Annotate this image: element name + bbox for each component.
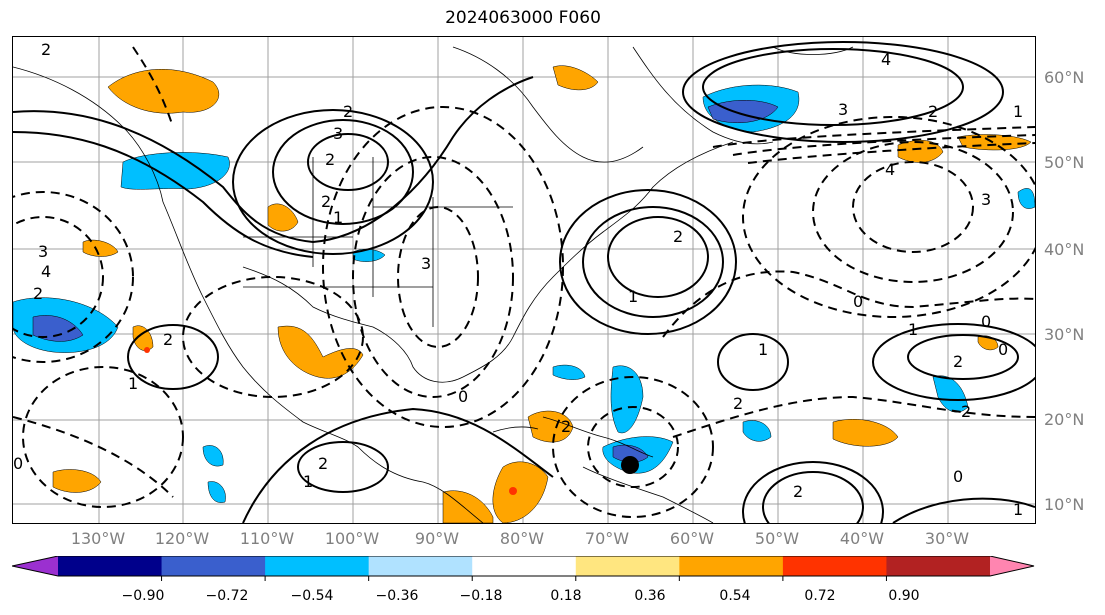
lon-label: 100°W xyxy=(324,529,380,548)
colorbar-extend-high xyxy=(990,556,1034,576)
lat-label: 40°N xyxy=(1044,240,1085,259)
colorbar-tick-label: 0.72 xyxy=(804,588,836,604)
colorbar-tick-label: 0.90 xyxy=(888,588,920,604)
lat-label: 60°N xyxy=(1044,68,1085,87)
colorbar-segment xyxy=(782,556,887,576)
contour-label: 4 xyxy=(881,50,891,69)
contour-label: 1 xyxy=(758,340,768,359)
lon-label: 70°W xyxy=(584,529,630,548)
colorbar-segment xyxy=(368,556,473,576)
contour-label: 0 xyxy=(998,340,1008,359)
colorbar-tick-label: 0.36 xyxy=(634,588,666,604)
lon-label: 60°W xyxy=(669,529,715,548)
contour-label: 0 xyxy=(981,312,991,331)
contour-label: 0 xyxy=(13,454,23,473)
contour-label: 1 xyxy=(333,208,343,227)
colorbar-tick-label: −0.36 xyxy=(375,588,419,604)
colorbar-segments xyxy=(12,556,1034,576)
lon-label: 90°W xyxy=(414,529,460,548)
colorbar-tick-label: −0.72 xyxy=(205,588,249,604)
lon-label: 80°W xyxy=(499,529,545,548)
contour-label: 0 xyxy=(458,387,468,406)
contour-label: 1 xyxy=(908,320,918,339)
colorbar-segment xyxy=(886,556,991,576)
contour-label: 2 xyxy=(325,150,335,169)
contour-label: 2 xyxy=(321,192,331,211)
contour-label: 3 xyxy=(38,242,48,261)
contour-label: 2 xyxy=(673,227,683,246)
coastlines xyxy=(13,46,854,523)
colorbar-segment xyxy=(58,556,163,576)
contour-label: 1 xyxy=(303,472,313,491)
contour-label: 2 xyxy=(33,284,43,303)
colorbar-extend-low xyxy=(12,556,58,576)
lon-label: 30°W xyxy=(924,529,970,548)
contour-label: 2 xyxy=(733,394,743,413)
lat-label: 20°N xyxy=(1044,410,1085,429)
contour-label: 4 xyxy=(41,262,51,281)
colorbar-tick-label: −0.54 xyxy=(290,588,334,604)
contour-label: 1 xyxy=(1013,500,1023,519)
colorbar-segment xyxy=(472,556,577,576)
colorbar-segment xyxy=(679,556,784,576)
contour-label: 2 xyxy=(793,482,803,501)
contour-label: 0 xyxy=(953,467,963,486)
colorbar-segment xyxy=(575,556,680,576)
colorbar-segment xyxy=(161,556,266,576)
colorbar-tick-label: −0.18 xyxy=(459,588,503,604)
contour-label: 2 xyxy=(41,40,51,59)
colorbar-tick-label: 0.18 xyxy=(550,588,582,604)
contour-label: 3 xyxy=(981,190,991,209)
lon-label: 40°W xyxy=(839,529,885,548)
contour-label: 1 xyxy=(1013,102,1023,121)
contour-label: 3 xyxy=(838,100,848,119)
colorbar xyxy=(12,556,1035,581)
contour-label: 2 xyxy=(928,102,938,121)
colorbar-segment xyxy=(265,556,370,576)
contour-label: 2 xyxy=(953,352,963,371)
contour-label: 1 xyxy=(128,374,138,393)
contour-label: 2 xyxy=(318,454,328,473)
contour-labels: 2 3 2 2 3 2 1 4 3 2 1 4 3 2 1 2 0 1 2 1 … xyxy=(13,40,1023,519)
colorbar-tick-label: 0.54 xyxy=(719,588,751,604)
contour-label: 3 xyxy=(421,254,431,273)
solid-contours xyxy=(13,41,1035,523)
contour-label: 2 xyxy=(343,102,353,121)
contour-label: 3 xyxy=(333,124,343,143)
colorbar-tick-label: −0.90 xyxy=(121,588,165,604)
lat-label: 10°N xyxy=(1044,495,1085,514)
lat-label: 50°N xyxy=(1044,153,1085,172)
lat-label: 30°N xyxy=(1044,325,1085,344)
map-panel: 2 3 2 2 3 2 1 4 3 2 1 4 3 2 1 2 0 1 2 1 … xyxy=(12,36,1036,524)
lon-label: 120°W xyxy=(154,529,210,548)
lon-label: 110°W xyxy=(239,529,295,548)
contour-label: 4 xyxy=(885,160,895,179)
storm-center-marker xyxy=(621,456,639,474)
lon-label: 50°W xyxy=(754,529,800,548)
lon-label: 130°W xyxy=(70,529,126,548)
contour-label: 2 xyxy=(163,330,173,349)
contour-label: 2 xyxy=(961,402,971,421)
contour-label: 0 xyxy=(853,292,863,311)
dashed-contours xyxy=(13,46,1035,518)
contour-label: 1 xyxy=(628,287,638,306)
map-title: 2024063000 F060 xyxy=(445,8,601,28)
contour-label: 2 xyxy=(561,417,571,436)
weather-map: 2 3 2 2 3 2 1 4 3 2 1 4 3 2 1 2 0 1 2 1 … xyxy=(13,37,1035,523)
